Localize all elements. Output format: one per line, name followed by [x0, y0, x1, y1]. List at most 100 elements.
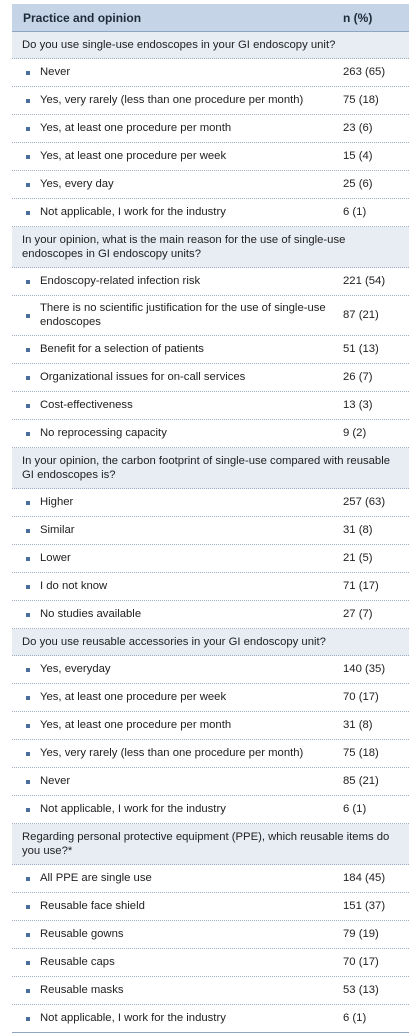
table-row: Yes, at least one procedure per month 23 …	[12, 115, 409, 143]
table-row: Higher 257 (63)	[12, 489, 409, 517]
survey-section: In your opinion, what is the main reason…	[12, 227, 409, 448]
row-label: There is no scientific justification for…	[40, 302, 326, 328]
bullet-icon	[26, 431, 30, 436]
row-value: 140 (35)	[343, 662, 386, 675]
row-value: 21 (5)	[343, 551, 373, 564]
bullet-icon	[26, 154, 30, 159]
table-row: I do not know 71 (17)	[12, 573, 409, 601]
row-value: 6 (1)	[343, 1011, 367, 1024]
row-label: Never	[40, 774, 71, 787]
row-value: 51 (13)	[343, 342, 379, 355]
row-value: 26 (7)	[343, 370, 373, 383]
bullet-icon	[26, 279, 30, 284]
row-label: Reusable gowns	[40, 927, 124, 940]
table-row: Yes, at least one procedure per week 15 (…	[12, 143, 409, 171]
table-row: Reusable gowns 79 (19)	[12, 921, 409, 949]
table-row: Organizational issues for on-call servic…	[12, 364, 409, 392]
survey-section: Do you use reusable accessories in your …	[12, 629, 409, 824]
table-row: Not applicable, I work for the industry 6…	[12, 1005, 409, 1033]
row-label: Reusable masks	[40, 983, 124, 996]
table-row: Yes, at least one procedure per month 31 …	[12, 712, 409, 740]
row-label: Lower	[40, 551, 71, 564]
survey-section: Do you use single-use endoscopes in your…	[12, 32, 409, 227]
row-value: 221 (54)	[343, 274, 386, 287]
bullet-icon	[26, 210, 30, 215]
table-row: There is no scientific justification for…	[12, 296, 409, 336]
table-row: Yes, everyday 140 (35)	[12, 656, 409, 684]
row-label: Yes, at least one procedure per month	[40, 121, 232, 134]
table-row: Similar 31 (8)	[12, 517, 409, 545]
row-value: 13 (3)	[343, 398, 373, 411]
row-value: 53 (13)	[343, 983, 379, 996]
row-label: Not applicable, I work for the industry	[40, 1011, 226, 1024]
bullet-icon	[26, 1016, 30, 1021]
row-value: 25 (6)	[343, 177, 373, 190]
bullet-icon	[26, 70, 30, 75]
row-value: 15 (4)	[343, 149, 373, 162]
row-label: Yes, very rarely (less than one procedur…	[40, 746, 304, 759]
bullet-icon	[26, 960, 30, 965]
row-label: No reprocessing capacity	[40, 426, 167, 439]
row-label: Never	[40, 65, 71, 78]
row-label: Yes, everyday	[40, 662, 111, 675]
section-question: In your opinion, the carbon footprint of…	[12, 448, 409, 489]
bullet-icon	[26, 807, 30, 812]
row-value: 6 (1)	[343, 802, 367, 815]
bullet-icon	[26, 126, 30, 131]
table-row: Not applicable, I work for the industry 6…	[12, 796, 409, 824]
table-header: Practice and opinion n (%)	[12, 4, 409, 32]
row-value: 71 (17)	[343, 579, 379, 592]
bullet-icon	[26, 528, 30, 533]
table-row: Endoscopy-related infection risk 221 (54)	[12, 268, 409, 296]
bullet-icon	[26, 779, 30, 784]
row-label: All PPE are single use	[40, 871, 152, 884]
table-row: Never 85 (21)	[12, 768, 409, 796]
row-label: Similar	[40, 523, 75, 536]
bullet-icon	[26, 500, 30, 505]
bullet-icon	[26, 584, 30, 589]
row-label: Endoscopy-related infection risk	[40, 274, 201, 287]
table-row: Yes, every day 25 (6)	[12, 171, 409, 199]
row-value: 85 (21)	[343, 774, 379, 787]
row-label: Higher	[40, 495, 74, 508]
table-row: Reusable masks 53 (13)	[12, 977, 409, 1005]
bullet-icon	[26, 988, 30, 993]
row-value: 79 (19)	[343, 927, 379, 940]
row-label: Cost-effectiveness	[40, 398, 133, 411]
survey-section: Regarding personal protective equipment …	[12, 824, 409, 1033]
survey-section: In your opinion, the carbon footprint of…	[12, 448, 409, 629]
row-label: Yes, at least one procedure per week	[40, 690, 227, 703]
table-row: Reusable face shield 151 (37)	[12, 893, 409, 921]
row-value: 75 (18)	[343, 93, 379, 106]
row-label: No studies available	[40, 607, 142, 620]
bullet-icon	[26, 612, 30, 617]
row-value: 23 (6)	[343, 121, 373, 134]
row-value: 31 (8)	[343, 718, 373, 731]
table-row: Reusable caps 70 (17)	[12, 949, 409, 977]
row-value: 6 (1)	[343, 205, 367, 218]
bullet-icon	[26, 313, 30, 318]
row-value: 263 (65)	[343, 65, 386, 78]
bullet-icon	[26, 182, 30, 187]
row-label: Not applicable, I work for the industry	[40, 205, 226, 218]
table-row: Lower 21 (5)	[12, 545, 409, 573]
row-label: Organizational issues for on-call servic…	[40, 370, 246, 383]
table-row: Yes, at least one procedure per week 70 (…	[12, 684, 409, 712]
row-label: I do not know	[40, 579, 108, 592]
section-question: In your opinion, what is the main reason…	[12, 227, 409, 268]
table-row: Never 263 (65)	[12, 59, 409, 87]
table-row: All PPE are single use 184 (45)	[12, 865, 409, 893]
bullet-icon	[26, 98, 30, 103]
bullet-icon	[26, 403, 30, 408]
bullet-icon	[26, 932, 30, 937]
table-row: Not applicable, I work for the industry 6…	[12, 199, 409, 227]
row-value: 257 (63)	[343, 495, 386, 508]
table-row: Benefit for a selection of patients 51 (1…	[12, 336, 409, 364]
section-question: Do you use single-use endoscopes in your…	[12, 32, 409, 59]
row-value: 31 (8)	[343, 523, 373, 536]
row-label: Yes, very rarely (less than one procedur…	[40, 93, 304, 106]
row-label: Yes, at least one procedure per week	[40, 149, 227, 162]
bullet-icon	[26, 695, 30, 700]
row-label: Yes, every day	[40, 177, 114, 190]
row-label: Benefit for a selection of patients	[40, 342, 204, 355]
